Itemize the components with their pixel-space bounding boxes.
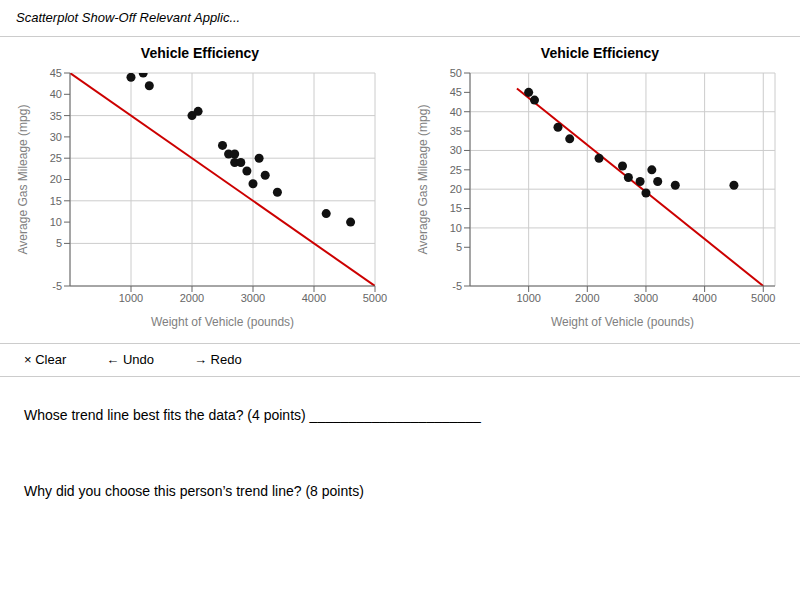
svg-text:50: 50 [450,67,462,79]
svg-text:25: 25 [450,164,462,176]
svg-text:35: 35 [450,125,462,137]
svg-text:5: 5 [56,237,62,249]
svg-text:30: 30 [50,131,62,143]
svg-text:20: 20 [450,183,462,195]
svg-text:5000: 5000 [751,292,775,304]
svg-text:25: 25 [50,152,62,164]
svg-text:5000: 5000 [363,292,387,304]
html-text:Why did you choose this person: Why did you choose this person’s trend l… [24,483,364,499]
svg-text:-5: -5 [52,280,62,292]
svg-text:1000: 1000 [516,292,540,304]
svg-text:Weight of Vehicle (pounds): Weight of Vehicle (pounds) [551,315,694,329]
svg-text:15: 15 [50,195,62,207]
svg-text:20: 20 [50,173,62,185]
svg-text:15: 15 [450,202,462,214]
svg-text:45: 45 [450,86,462,98]
html-text:Vehicle Efficiency: Vehicle Efficiency [140,45,260,61]
svg-text:40: 40 [450,106,462,118]
html-text:Vehicle Efficiency: Vehicle Efficiency [540,45,660,61]
svg-text:2000: 2000 [180,292,204,304]
svg-text:Weight of Vehicle (pounds): Weight of Vehicle (pounds) [151,315,294,329]
svg-text:2000: 2000 [575,292,599,304]
svg-text:1000: 1000 [119,292,143,304]
svg-text:35: 35 [50,110,62,122]
svg-text:Average Gas Mileage (mpg): Average Gas Mileage (mpg) [16,105,30,255]
html-text:← Undo: ← Undo [106,352,154,367]
svg-text:5: 5 [456,241,462,253]
svg-text:3000: 3000 [241,292,265,304]
svg-text:45: 45 [50,67,62,79]
svg-text:10: 10 [450,222,462,234]
html-text:Whose trend line best fits the: Whose trend line best fits the data? (4 … [24,407,481,423]
html-text:→ Redo: → Redo [194,352,242,367]
html-text:× Clear: × Clear [24,352,67,367]
svg-text:Average Gas Mileage (mpg): Average Gas Mileage (mpg) [416,105,430,255]
svg-text:3000: 3000 [634,292,658,304]
svg-text:40: 40 [50,88,62,100]
svg-text:4000: 4000 [302,292,326,304]
svg-text:-5: -5 [452,280,462,292]
svg-text:10: 10 [50,216,62,228]
html-text:Scatterplot Show-Off Relevant: Scatterplot Show-Off Relevant Applic... [16,10,241,25]
svg-text:4000: 4000 [692,292,716,304]
svg-text:30: 30 [450,144,462,156]
